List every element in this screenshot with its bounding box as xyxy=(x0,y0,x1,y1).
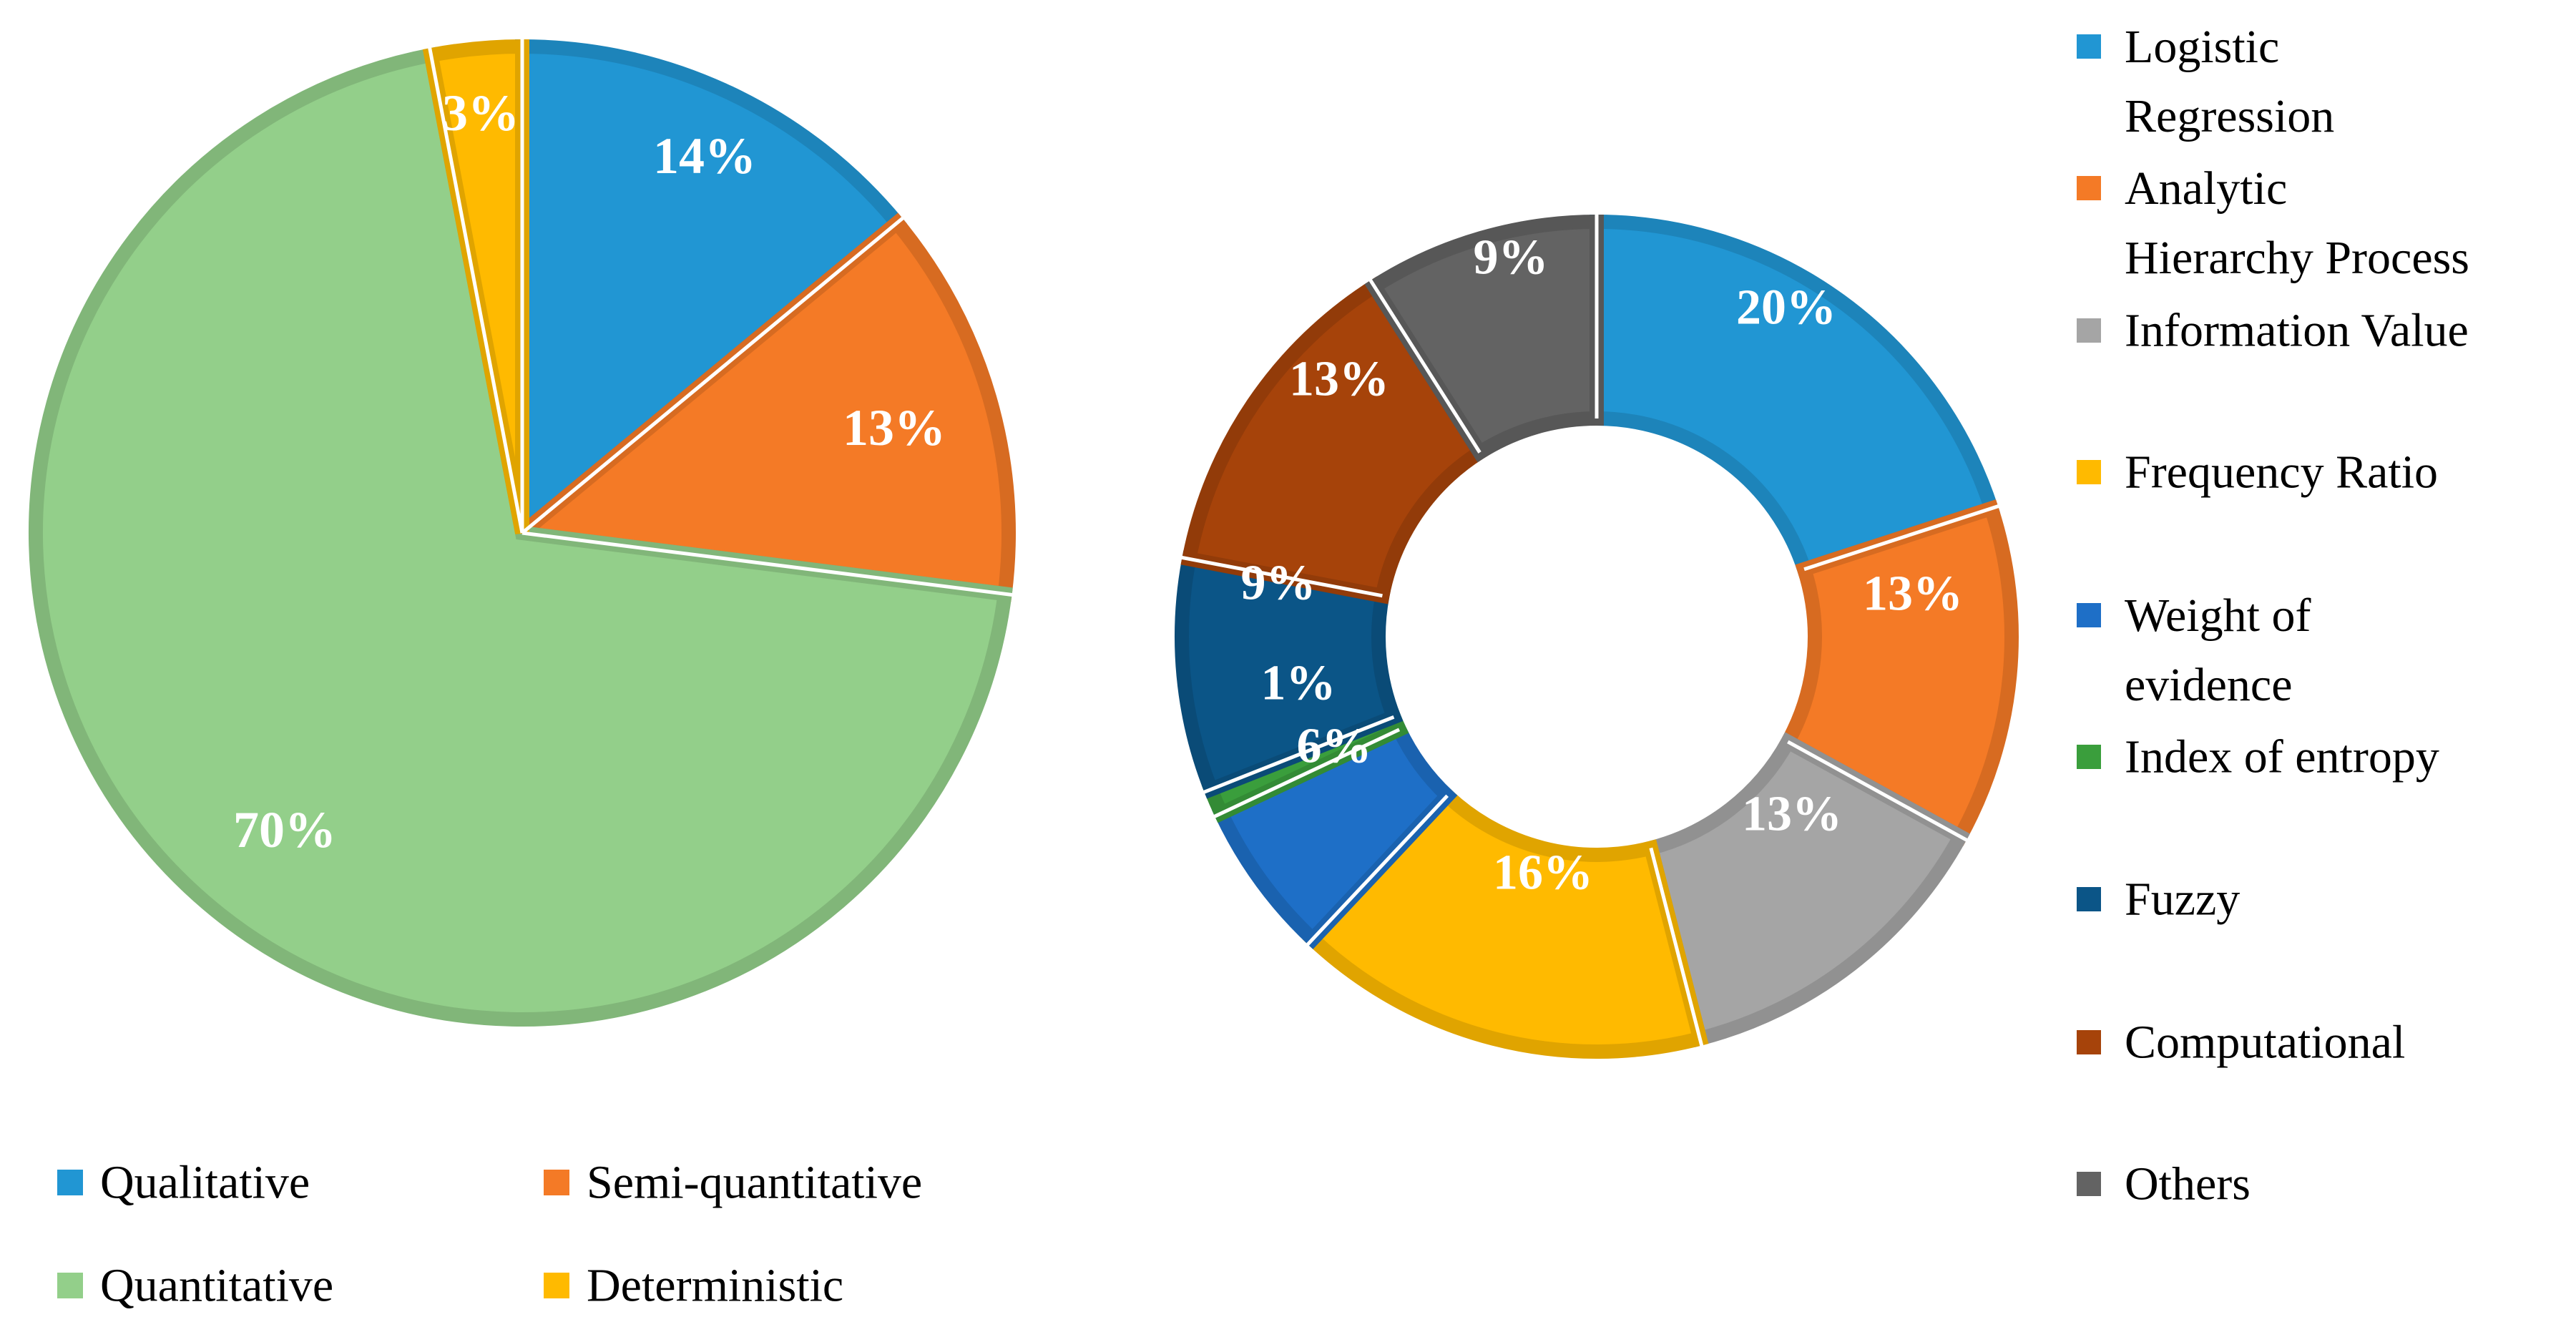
pie-slice-separator xyxy=(521,531,1014,597)
donut-data-label-logistic-regression: 20% xyxy=(1736,280,1836,336)
doughnut-legend-label-others: Others xyxy=(2125,1158,2251,1210)
doughnut-chart xyxy=(1175,213,2019,1059)
donut-slice-separator xyxy=(1202,715,1395,795)
donut-data-label-weight-of-evidence: 6% xyxy=(1297,719,1372,774)
pie-data-labels: 14% 13% 70% 3% xyxy=(233,84,946,858)
donut-data-label-index-of-entropy: 1% xyxy=(1261,656,1336,711)
pie-legend-label-deterministic: Deterministic xyxy=(587,1260,843,1312)
pie-slice-separator xyxy=(427,46,524,534)
doughnut-legend-swatch-weight-of-evidence xyxy=(2077,603,2101,627)
donut-slice-separator xyxy=(1787,740,1969,843)
donut-slice-computational xyxy=(1180,276,1490,604)
pie-legend-label-semi-quantitative: Semi-quantitative xyxy=(587,1157,922,1209)
donut-slice-logistic-regression xyxy=(1590,214,2001,579)
doughnut-legend-label-fuzzy: Fuzzy xyxy=(2125,873,2240,926)
doughnut-legend-label-frequency-ratio: Frequency Ratio xyxy=(2125,446,2438,499)
pie-legend-label-quantitative: Quantitative xyxy=(100,1260,333,1312)
doughnut-legend-label-information-value: Information Value xyxy=(2125,305,2469,357)
doughnut-legend-label-weight-of-evidence: Weight of evidence xyxy=(2125,589,2311,711)
donut-slice-analytic-hierarchy-process xyxy=(1778,499,2019,847)
donut-slice-separator xyxy=(1803,504,2000,572)
donut-data-label-analytic-hierarchy-process: 13% xyxy=(1863,567,1963,622)
donut-data-label-fuzzy: 9% xyxy=(1241,556,1316,611)
pie-data-label-quantitative: 70% xyxy=(233,801,336,858)
donut-slice-separator xyxy=(1213,728,1401,819)
pie-data-label-qualitative: 14% xyxy=(653,127,756,185)
donut-slice-separator xyxy=(1649,847,1704,1048)
donut-data-label-frequency-ratio: 16% xyxy=(1493,846,1593,901)
donut-data-label-information-value: 13% xyxy=(1742,787,1842,842)
donut-data-label-computational: 13% xyxy=(1289,352,1389,407)
pie-legend-swatch-semi-quantitative xyxy=(544,1170,569,1195)
pie-data-label-deterministic: 3% xyxy=(442,84,519,142)
pie-slice-quantitative xyxy=(29,46,1013,1027)
donut-slice-information-value xyxy=(1642,732,1970,1047)
donut-slice-others xyxy=(1364,214,1604,463)
doughnut-legend-label-index-of-entropy: Index of entropy xyxy=(2125,731,2439,783)
pie-legend-label-qualitative: Qualitative xyxy=(100,1157,310,1209)
pie-data-label-semi-quantitative: 13% xyxy=(843,399,946,456)
doughnut-legend-swatch-others xyxy=(2077,1172,2101,1196)
donut-slice-separator xyxy=(1368,278,1482,454)
doughnut-legend-label-logistic-regression: Logistic Regression xyxy=(2125,21,2334,142)
doughnut-legend-swatch-fuzzy xyxy=(2077,887,2101,911)
donut-slice-separator xyxy=(1305,794,1449,947)
doughnut-legend-swatch-information-value xyxy=(2077,318,2101,343)
doughnut-legend-label-computational: Computational xyxy=(2125,1017,2405,1069)
pie-slice-separator xyxy=(521,215,905,534)
pie-legend-swatch-quantitative xyxy=(57,1273,83,1298)
doughnut-legend: Logistic Regression Analytic Hierarchy Proc… xyxy=(2077,21,2469,1210)
doughnut-legend-swatch-analytic-hierarchy-process xyxy=(2077,176,2101,200)
pie-legend-swatch-qualitative xyxy=(57,1170,83,1195)
doughnut-data-labels: 20% 13% 13% 16% 6% 1% 9% 13% 9% xyxy=(1241,230,1964,901)
pie-slice-semi-quantitative xyxy=(504,212,1017,602)
pie-chart xyxy=(29,38,1017,1027)
pie-legend-swatch-deterministic xyxy=(544,1273,569,1298)
doughnut-legend-label-analytic-hierarchy-process: Analytic Hierarchy Process xyxy=(2125,162,2469,284)
donut-data-label-others: 9% xyxy=(1474,230,1549,285)
doughnut-legend-swatch-frequency-ratio xyxy=(2077,460,2101,484)
donut-slice-separator xyxy=(1180,555,1383,598)
pie-legend: Qualitative Semi-quantitative Quantitative… xyxy=(57,1157,922,1312)
doughnut-legend-swatch-computational xyxy=(2077,1030,2101,1054)
doughnut-legend-swatch-logistic-regression xyxy=(2077,34,2101,59)
pie-slice-qualitative xyxy=(515,39,908,549)
donut-slice-frequency-ratio xyxy=(1302,785,1709,1059)
doughnut-legend-swatch-index-of-entropy xyxy=(2077,745,2101,769)
